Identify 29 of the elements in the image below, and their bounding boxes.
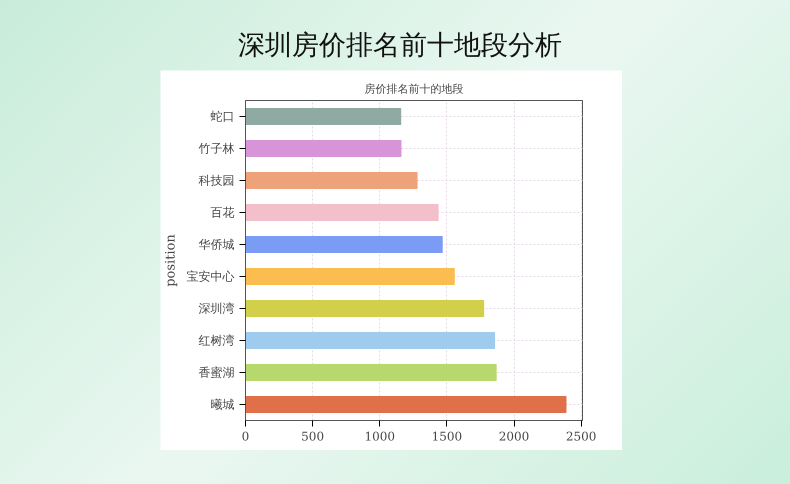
x-tick-label: 500: [301, 430, 324, 444]
y-tick-label: 宝安中心: [186, 270, 234, 284]
x-tick-label: 1500: [432, 430, 462, 444]
y-tick-label: 红树湾: [198, 334, 234, 348]
bar: [246, 300, 484, 317]
x-tick-label: 2000: [498, 430, 530, 444]
y-tick-label: 百花: [210, 206, 234, 220]
y-tick-label: 曦城: [210, 398, 234, 412]
chart-subtitle: 房价排名前十的地段: [364, 82, 464, 96]
y-tick-label: 竹子林: [198, 142, 234, 156]
bar: [246, 396, 566, 413]
bar: [246, 140, 402, 157]
bar: [246, 268, 455, 285]
bar: [246, 108, 402, 125]
y-tick-label: 香蜜湖: [198, 366, 234, 380]
y-tick-label: 华侨城: [198, 238, 234, 252]
x-tick-label: 2500: [566, 430, 596, 444]
y-tick-label: 深圳湾: [198, 302, 234, 316]
bar: [246, 332, 496, 349]
chart-title: 深圳房价排名前十地段分析: [238, 29, 562, 63]
bar: [246, 204, 439, 221]
bar: [246, 364, 497, 381]
bar: [246, 172, 418, 189]
y-tick-label: 蛇口: [210, 110, 234, 124]
x-tick-label: 1000: [364, 430, 396, 444]
y-axis-title: position: [164, 234, 178, 287]
bar: [246, 236, 443, 253]
x-tick-label: 0: [242, 430, 250, 444]
y-tick-label: 科技园: [198, 174, 234, 188]
